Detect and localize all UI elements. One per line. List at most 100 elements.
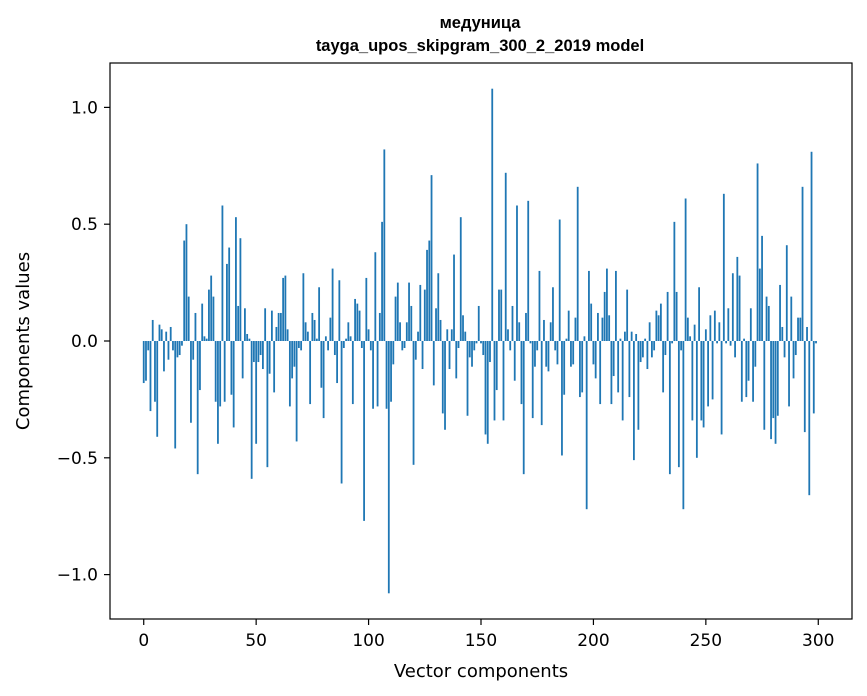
bar-244	[691, 341, 694, 421]
bar-92	[349, 336, 352, 341]
bar-183	[554, 341, 557, 351]
x-tick-label: 100	[352, 631, 384, 651]
bar-119	[410, 305, 413, 341]
bar-140	[457, 341, 460, 349]
bar-104	[376, 341, 379, 407]
y-tick-label: 0.0	[71, 332, 98, 352]
bar-200	[592, 341, 595, 365]
bar-78	[318, 287, 321, 341]
bar-29	[208, 289, 210, 341]
bar-16	[178, 341, 181, 356]
bar-230	[659, 303, 662, 341]
bar-36	[223, 341, 226, 402]
bar-130	[435, 308, 437, 341]
bar-186	[561, 341, 563, 456]
bar-187	[563, 341, 566, 395]
y-tick-label: 0.5	[71, 215, 98, 235]
bar-85	[333, 341, 336, 356]
bar-10	[165, 331, 168, 341]
bar-133	[441, 341, 444, 414]
y-axis-ticks: 1.0 0.5 0.0 −0.5 −1.0	[57, 98, 110, 586]
bar-153	[486, 341, 489, 444]
bar-159	[500, 289, 503, 341]
bar-23	[194, 312, 197, 341]
bar-229	[657, 315, 660, 341]
bar-248	[700, 341, 703, 421]
bar-194	[579, 341, 581, 398]
bar-0	[142, 341, 145, 384]
bar-83	[329, 317, 332, 341]
bar-267	[743, 338, 745, 341]
bar-288	[790, 296, 793, 341]
bar-4	[151, 319, 154, 341]
plot-area-frame	[109, 62, 853, 620]
bar-247	[698, 287, 700, 341]
bar-107	[383, 149, 386, 341]
bar-246	[695, 341, 698, 458]
bar-124	[421, 341, 424, 370]
bar-1	[145, 341, 147, 381]
x-axis-ticks: 0 50 100 150 200 250 300	[138, 619, 834, 651]
bar-89	[342, 341, 345, 349]
bar-18	[183, 240, 186, 341]
bar-60	[277, 312, 280, 341]
bar-250	[704, 329, 707, 341]
bar-72	[304, 322, 307, 341]
bar-73	[306, 331, 309, 341]
bar-148	[475, 341, 478, 344]
bar-126	[426, 249, 428, 341]
bar-51	[257, 341, 260, 363]
bar-9	[163, 341, 165, 372]
bar-168	[520, 341, 523, 405]
bar-129	[432, 341, 435, 386]
bar-24	[196, 341, 199, 475]
bar-120	[412, 341, 415, 465]
bar-164	[511, 305, 514, 341]
bars-group	[142, 88, 817, 594]
bar-98	[363, 341, 365, 521]
bar-197	[585, 341, 588, 510]
bar-211	[617, 341, 620, 393]
bar-163	[509, 341, 512, 351]
bar-44	[241, 341, 244, 379]
bar-42	[237, 305, 240, 341]
bar-217	[630, 331, 633, 341]
bar-30	[210, 275, 213, 341]
bar-53	[262, 341, 264, 370]
bar-102	[372, 341, 374, 409]
bar-218	[633, 341, 635, 461]
bar-214	[624, 331, 626, 341]
bar-225	[648, 322, 651, 341]
bar-281	[774, 341, 777, 444]
bar-292	[799, 317, 802, 341]
bar-94	[354, 298, 356, 341]
bar-49	[253, 341, 255, 363]
bar-12	[169, 326, 172, 341]
bar-123	[419, 284, 422, 341]
bar-190	[570, 341, 572, 367]
y-axis-label: Components values	[13, 252, 34, 430]
bar-86	[336, 341, 338, 384]
bar-222	[641, 341, 644, 358]
bar-269	[747, 341, 750, 381]
bar-15	[176, 341, 179, 358]
bar-223	[644, 338, 647, 341]
bar-257	[720, 341, 723, 435]
bar-109	[387, 341, 390, 594]
bar-285	[783, 341, 786, 358]
y-tick-label: −1.0	[57, 566, 98, 586]
bar-155	[491, 88, 494, 341]
bar-147	[473, 341, 476, 351]
bar-65	[288, 341, 291, 407]
bar-113	[396, 282, 399, 341]
bar-90	[345, 338, 347, 341]
bar-76	[313, 319, 316, 341]
bar-95	[356, 303, 359, 341]
bar-77	[315, 338, 318, 341]
bar-184	[556, 341, 559, 365]
bar-25	[199, 341, 201, 391]
bar-14	[174, 341, 177, 449]
bar-75	[311, 312, 314, 341]
bar-180	[547, 341, 550, 372]
bar-206	[606, 268, 608, 341]
